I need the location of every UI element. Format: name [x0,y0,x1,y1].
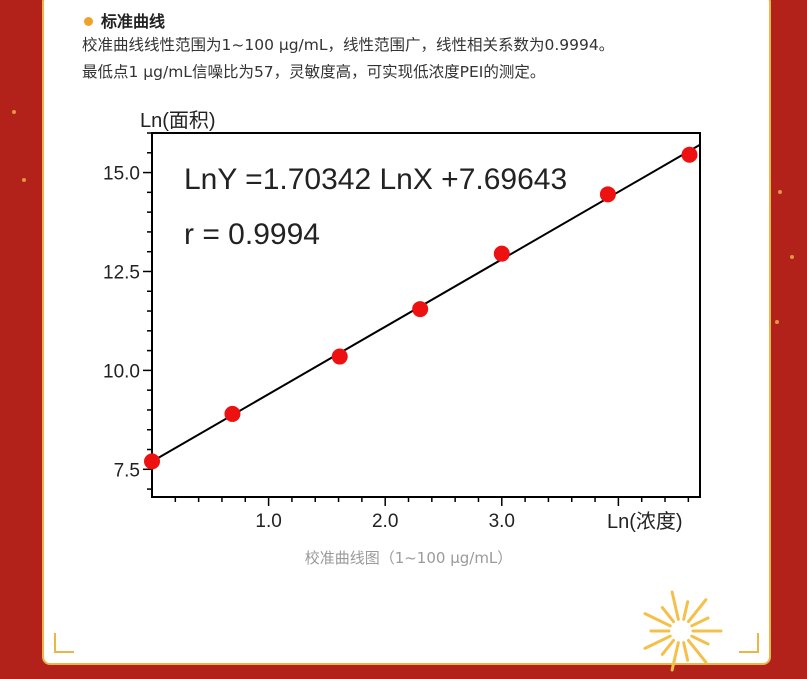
firework-ray [686,598,708,624]
data-point [599,186,616,203]
y-tick-label: 7.5 [114,460,140,481]
data-point [412,301,429,318]
firework-ray [690,634,710,646]
x-axis-title: Ln(浓度) [607,510,683,533]
firework-ray [643,634,672,650]
data-point [224,405,241,422]
sparkle-decoration [790,255,794,259]
sparkle-decoration [778,190,782,194]
firework-icon [643,590,723,672]
y-tick-label: 15.0 [103,164,140,185]
firework-ray [660,606,676,624]
chart-r-value: r = 0.9994 [184,218,320,251]
firework-ray [643,612,672,628]
figure-caption: 校准曲线图（1~100 μg/mL） [304,549,513,567]
plot-frame [151,132,701,498]
y-axis-title: Ln(面积) [140,109,216,132]
section-heading: 标准曲线 [84,8,165,32]
x-tick-label: 3.0 [489,511,515,532]
section-title: 标准曲线 [101,12,166,31]
corner-ornament [54,633,74,653]
firework-ray [682,641,690,662]
firework-ray [682,600,690,621]
firework-ray [670,590,680,621]
x-tick-label: 1.0 [255,511,281,532]
sparkle-decoration [775,320,779,324]
x-tick-label: 2.0 [372,511,398,532]
firework-ray [686,638,708,664]
sparkle-decoration [12,110,16,114]
description-line-1: 校准曲线线性范围为1~100 μg/mL，线性范围广，线性相关系数为0.9994… [82,36,615,54]
data-point [493,245,510,262]
firework-ray [660,638,676,656]
data-point [331,348,348,365]
bullet-dot-icon [84,17,93,26]
content-card: 标准曲线 校准曲线线性范围为1~100 μg/mL，线性范围广，线性相关系数为0… [42,0,771,672]
calibration-chart: 7.5 10.0 12.5 15.0 1.0 2.0 3.0 LnY =1.70342 Ln… [103,109,701,533]
corner-ornament [739,633,759,653]
description-line-2: 最低点1 μg/mL信噪比为57，灵敏度高，可实现低浓度PEI的测定。 [82,63,546,81]
y-tick-label: 12.5 [103,262,140,283]
firework-ray [670,641,680,672]
data-point [144,453,160,470]
y-tick-label: 10.0 [103,361,140,382]
sparkle-decoration [22,178,26,182]
data-point [681,146,698,163]
chart-equation: LnY =1.70342 LnX +7.69643 [184,163,567,196]
firework-ray [690,616,710,628]
